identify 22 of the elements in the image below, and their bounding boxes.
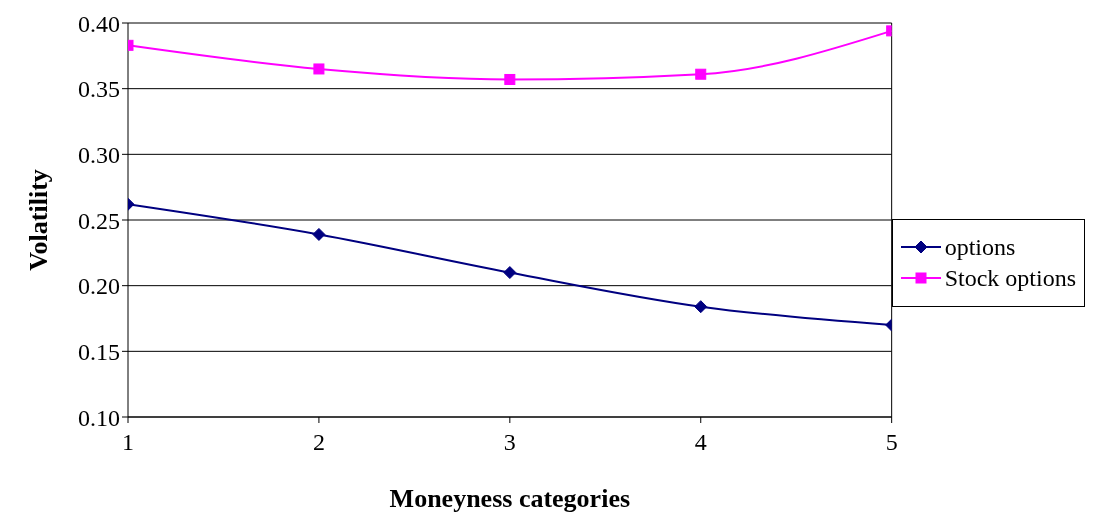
y-axis-title: Volatility xyxy=(24,169,54,271)
y-tick-label: 0.40 xyxy=(78,10,120,37)
x-axis-title: Moneyness categories xyxy=(389,484,631,513)
y-tick-label: 0.25 xyxy=(78,207,120,234)
x-tick-label: 1 xyxy=(122,429,134,456)
x-tick-label: 4 xyxy=(694,429,707,456)
legend-label: Stock options xyxy=(944,264,1076,292)
point xyxy=(694,300,708,314)
y-tick-label: 0.35 xyxy=(78,76,120,103)
y-tick-label: 0.20 xyxy=(78,273,120,300)
x-tick-label: 2 xyxy=(312,429,325,456)
point xyxy=(504,73,516,85)
y-tick-label: 0.30 xyxy=(78,141,120,168)
point xyxy=(312,227,326,241)
legend-label: options xyxy=(944,233,1016,261)
point xyxy=(695,68,707,80)
x-tick-label: 3 xyxy=(503,429,516,456)
point xyxy=(503,266,517,280)
y-tick-label: 0.10 xyxy=(78,404,120,431)
y-tick-label: 0.15 xyxy=(78,338,120,365)
x-tick-label: 5 xyxy=(885,429,898,456)
point xyxy=(313,63,325,75)
